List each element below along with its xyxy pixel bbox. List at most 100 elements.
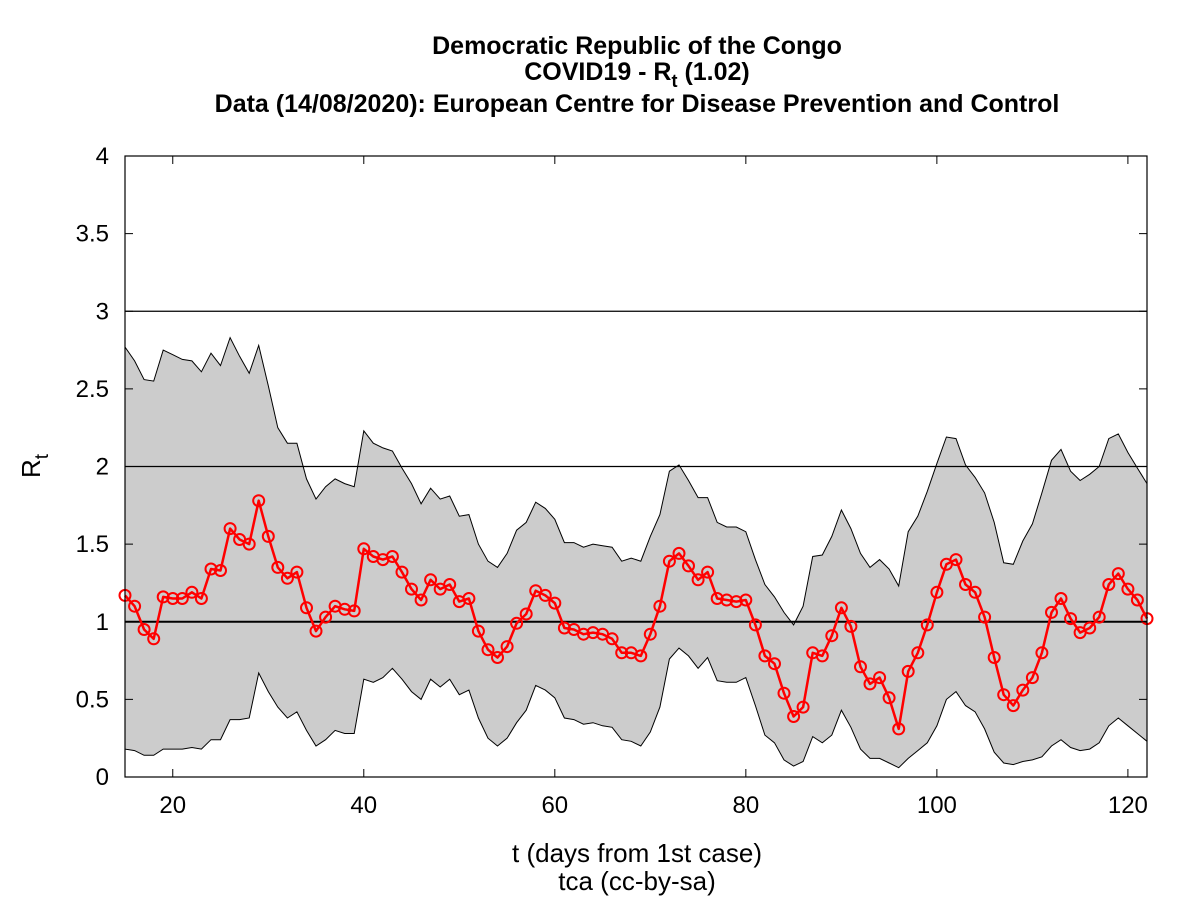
data-point bbox=[634, 649, 648, 663]
data-point bbox=[242, 537, 256, 551]
data-point bbox=[615, 646, 629, 660]
y-axis-label-main: R bbox=[16, 459, 46, 478]
data-point bbox=[959, 578, 972, 591]
data-point bbox=[796, 700, 810, 714]
y-axis-label-subscript: t bbox=[32, 453, 53, 459]
y-axis-ticks: 0 0.5 1 1.5 2 2.5 3 3.5 4 bbox=[76, 143, 1147, 791]
data-point bbox=[443, 578, 457, 591]
x-tick-label: 20 bbox=[159, 792, 186, 819]
data-point bbox=[920, 618, 934, 632]
data-point bbox=[338, 602, 352, 616]
chart-title: Democratic Republic of the Congo COVID19… bbox=[215, 32, 1060, 118]
data-point bbox=[1025, 671, 1039, 685]
data-point bbox=[1130, 593, 1144, 607]
data-point bbox=[223, 522, 237, 536]
data-point bbox=[280, 571, 294, 585]
x-tick-label: 100 bbox=[917, 792, 957, 819]
title-line-metric: COVID19 - Rt (1.02) bbox=[524, 58, 750, 91]
data-point bbox=[854, 660, 867, 674]
data-point bbox=[538, 588, 552, 602]
x-axis-ticks: 20 40 60 80 100 120 bbox=[159, 156, 1148, 819]
data-point bbox=[691, 573, 705, 587]
data-point bbox=[729, 595, 743, 609]
data-point bbox=[405, 582, 418, 596]
data-point bbox=[166, 592, 180, 605]
data-point bbox=[1054, 592, 1068, 605]
data-point bbox=[577, 627, 590, 641]
data-point bbox=[911, 646, 925, 660]
data-point bbox=[462, 592, 476, 605]
data-point bbox=[491, 651, 504, 664]
data-point bbox=[768, 657, 781, 671]
data-point bbox=[1121, 582, 1135, 596]
data-point bbox=[1102, 578, 1116, 591]
confidence-band bbox=[124, 336, 1148, 769]
data-point bbox=[271, 560, 285, 574]
x-axis-label: t (days from 1st case) bbox=[512, 838, 762, 868]
data-point bbox=[882, 691, 896, 705]
data-point bbox=[414, 593, 428, 607]
data-point bbox=[949, 553, 963, 567]
data-point bbox=[395, 565, 409, 579]
data-point bbox=[901, 664, 915, 678]
data-point bbox=[1035, 646, 1049, 660]
data-point bbox=[424, 573, 438, 587]
data-point bbox=[1083, 621, 1097, 635]
data-point bbox=[1064, 612, 1078, 626]
data-point bbox=[309, 624, 323, 638]
rt-series-points bbox=[118, 494, 1154, 736]
data-point bbox=[662, 554, 676, 568]
data-point bbox=[175, 592, 189, 605]
title-metric-suffix: (1.02) bbox=[678, 58, 750, 86]
data-point bbox=[997, 688, 1011, 702]
data-point bbox=[720, 593, 734, 607]
data-point bbox=[710, 592, 724, 605]
y-tick-label: 3 bbox=[96, 298, 109, 325]
data-point bbox=[682, 559, 695, 573]
data-point bbox=[605, 632, 619, 646]
data-point bbox=[557, 621, 571, 635]
y-tick-label: 4 bbox=[96, 143, 109, 170]
data-point bbox=[357, 542, 371, 556]
data-point bbox=[261, 529, 275, 543]
x-tick-label: 40 bbox=[350, 792, 377, 819]
y-tick-label: 1 bbox=[96, 609, 109, 636]
reference-lines bbox=[125, 310, 1147, 623]
data-point bbox=[930, 585, 944, 599]
data-point bbox=[873, 671, 887, 685]
data-point bbox=[510, 616, 524, 630]
data-point bbox=[347, 604, 361, 618]
plot-area: 20 40 60 80 100 120 0 0.5 1 1.5 2 2.5 3 3.5 4 bbox=[76, 143, 1154, 819]
y-tick-label: 1.5 bbox=[76, 531, 109, 558]
data-point bbox=[156, 590, 170, 604]
data-point bbox=[385, 550, 399, 563]
title-metric-prefix: COVID19 - R bbox=[524, 58, 671, 86]
x-tick-label: 60 bbox=[541, 792, 568, 819]
data-point bbox=[214, 564, 227, 577]
y-tick-label: 2.5 bbox=[76, 376, 109, 403]
data-point bbox=[825, 629, 839, 643]
data-point bbox=[777, 686, 791, 700]
data-point bbox=[892, 722, 906, 736]
data-point bbox=[147, 632, 161, 646]
data-point bbox=[815, 649, 829, 663]
y-tick-label: 3.5 bbox=[76, 221, 109, 248]
y-tick-label: 0.5 bbox=[76, 686, 109, 713]
x-tick-label: 80 bbox=[732, 792, 759, 819]
data-point bbox=[834, 601, 848, 615]
data-point bbox=[586, 626, 600, 640]
data-point bbox=[1111, 567, 1125, 581]
data-point bbox=[519, 607, 533, 621]
credit-label: tca (cc-by-sa) bbox=[558, 866, 715, 896]
data-point bbox=[137, 623, 151, 636]
data-point bbox=[978, 610, 992, 624]
data-point bbox=[863, 677, 877, 691]
data-point bbox=[787, 710, 801, 723]
data-point bbox=[548, 596, 562, 610]
data-point bbox=[643, 627, 657, 641]
data-point bbox=[500, 640, 514, 654]
data-point bbox=[987, 651, 1001, 664]
data-point bbox=[739, 593, 753, 607]
data-point bbox=[653, 599, 667, 613]
